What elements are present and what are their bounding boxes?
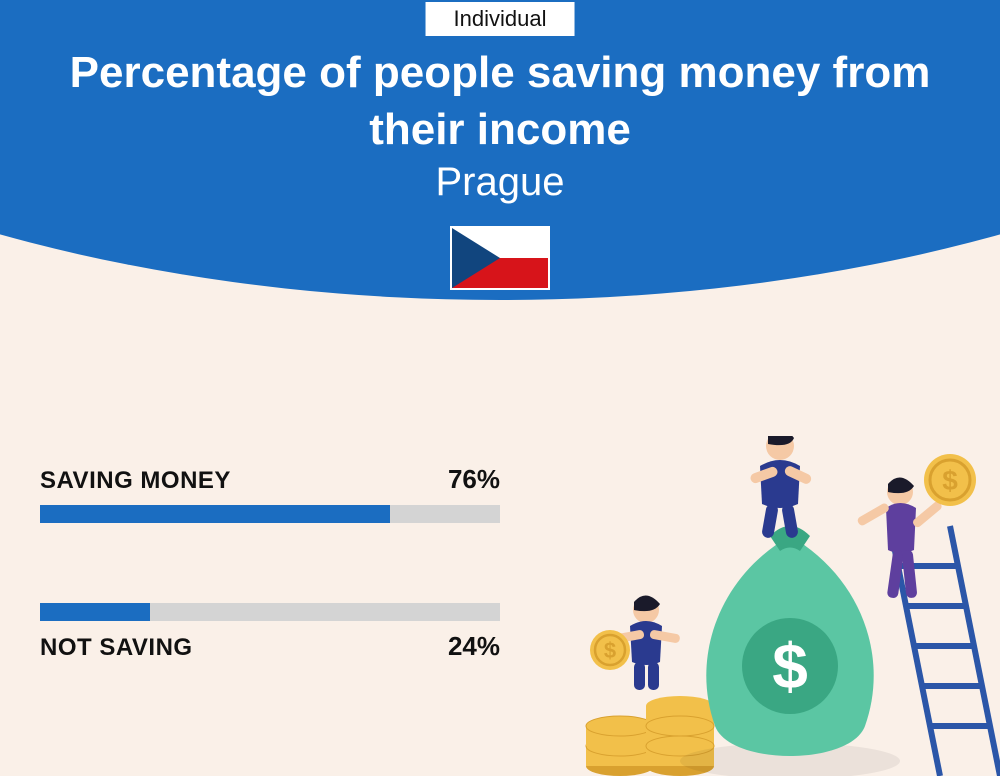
svg-text:$: $: [942, 465, 958, 496]
bar-value: 24%: [448, 631, 500, 662]
bar-saving-money: SAVING MONEY 76%: [40, 464, 500, 523]
savings-illustration-icon: $: [560, 436, 1000, 776]
category-tag: Individual: [426, 2, 575, 36]
page-title: Percentage of people saving money from t…: [0, 44, 1000, 158]
flag-czech-icon: [450, 226, 550, 290]
bar-fill: [40, 603, 150, 621]
bar-track: [40, 603, 500, 621]
bar-fill: [40, 505, 390, 523]
svg-text:$: $: [772, 630, 808, 702]
page-subtitle: Prague: [0, 160, 1000, 205]
bar-label: NOT SAVING: [40, 634, 193, 662]
chart-area: SAVING MONEY 76% NOT SAVING 24%: [40, 464, 500, 662]
svg-text:$: $: [604, 638, 616, 663]
bar-not-saving: NOT SAVING 24%: [40, 603, 500, 662]
bar-track: [40, 505, 500, 523]
bar-value: 76%: [448, 464, 500, 495]
bar-label: SAVING MONEY: [40, 467, 231, 495]
